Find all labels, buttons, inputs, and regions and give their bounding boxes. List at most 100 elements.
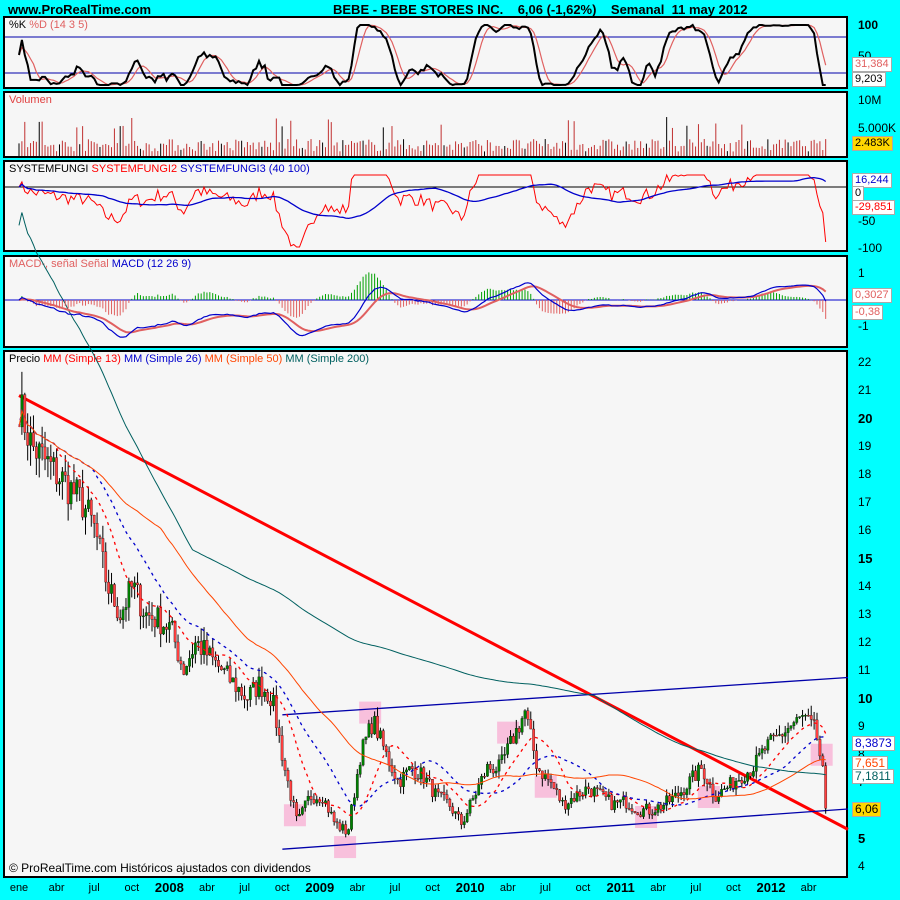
candle-body <box>734 781 738 790</box>
candle-body <box>731 777 735 790</box>
candle-body <box>700 764 703 769</box>
candle-body <box>139 584 142 617</box>
candle-body <box>728 777 732 789</box>
candle-body <box>295 802 298 817</box>
candle-body <box>243 695 246 700</box>
candle-body <box>300 807 304 815</box>
site-name[interactable]: www.ProRealTime.com <box>8 2 152 17</box>
candle-body <box>642 808 645 817</box>
candle-body <box>552 782 556 789</box>
candle-body <box>283 760 287 771</box>
candle-body <box>529 719 533 730</box>
candle-body <box>740 780 744 784</box>
candle-body <box>561 800 564 802</box>
candle-body <box>202 640 206 655</box>
candle-body <box>338 822 342 831</box>
x-tick-label: oct <box>274 882 290 894</box>
candle-body <box>671 796 674 803</box>
candle-body <box>535 750 538 769</box>
candle-body <box>344 824 348 835</box>
candle-body <box>147 612 151 616</box>
fungi-red-line <box>18 173 827 248</box>
candle-body <box>775 735 778 737</box>
price-tick: 14 <box>858 579 872 593</box>
candle-body <box>410 766 414 769</box>
candle-body <box>373 715 376 735</box>
candle-body <box>746 772 749 782</box>
candle-body <box>399 779 403 787</box>
candle-body <box>136 582 139 586</box>
candle-body <box>465 813 469 822</box>
price-legend: Precio MM (Simple 13) MM (Simple 26) MM … <box>9 353 369 365</box>
signal-line <box>18 284 827 334</box>
candle-body <box>150 615 154 620</box>
price-tick: 20 <box>858 411 873 426</box>
candle-body <box>185 666 189 675</box>
candle-body <box>422 767 426 783</box>
x-tick-label: 2010 <box>455 880 485 895</box>
x-tick-label: 2009 <box>305 880 335 895</box>
price-tick: 13 <box>858 607 872 621</box>
highlight-box <box>283 804 306 827</box>
candle-body <box>445 794 449 800</box>
candle-body <box>477 784 481 796</box>
candle-body <box>225 665 229 669</box>
candle-body <box>43 446 47 460</box>
candle-body <box>538 768 541 772</box>
candle-body <box>659 804 663 810</box>
candle-body <box>633 811 637 813</box>
candle-body <box>113 584 116 607</box>
candle-body <box>286 770 290 782</box>
trendline <box>18 394 849 831</box>
candle-body <box>246 699 249 701</box>
candle-body <box>650 813 654 816</box>
candle-body <box>220 666 223 671</box>
candle-body <box>66 475 70 505</box>
candle-body <box>578 791 582 797</box>
x-tick-label: abr <box>48 882 65 894</box>
x-tick-label: abr <box>650 882 667 894</box>
macd-legend: MACD-, señal Señal MACD (12 26 9) <box>9 258 191 270</box>
price-tick: 10 <box>858 691 873 706</box>
signal-value: -0,38 <box>852 305 884 320</box>
candle-body <box>321 802 324 804</box>
candle-body <box>101 538 105 552</box>
systemfungi-panel[interactable]: SYSTEMFUNGI SYSTEMFUNGI2 SYSTEMFUNGI3 (4… <box>3 160 848 252</box>
candle-body <box>786 728 790 733</box>
candle-body <box>468 800 472 814</box>
candle-body <box>332 811 336 822</box>
candle-body <box>165 626 168 630</box>
candle-body <box>32 432 35 447</box>
candle-body <box>584 786 588 796</box>
last-price: 6,06 (-1,62%) <box>517 2 597 17</box>
price-tick: 21 <box>858 383 872 397</box>
candle-body <box>87 499 90 509</box>
candle-body <box>656 804 660 813</box>
candle-body <box>532 728 536 751</box>
volume-tick: 10M <box>858 93 882 107</box>
fungi1-label: SYSTEMFUNGI <box>9 163 89 175</box>
candle-body <box>34 446 38 459</box>
candle-body <box>115 606 119 619</box>
candle-body <box>783 732 787 737</box>
candle-body <box>809 715 813 720</box>
candle-body <box>95 523 99 538</box>
candle-body <box>228 665 232 683</box>
candle-body <box>182 663 186 675</box>
stochastic-panel[interactable]: %K %D (14 3 5) <box>3 16 848 89</box>
x-tick-label: 2012 <box>756 880 786 895</box>
candle-body <box>676 792 680 797</box>
sma50-line <box>18 409 826 800</box>
candle-body <box>89 499 93 516</box>
x-tick-label: jul <box>88 882 100 894</box>
sma26-value: 8,3873 <box>852 736 895 751</box>
candle-body <box>162 626 165 635</box>
candle-body <box>176 641 180 661</box>
candle-body <box>439 791 443 794</box>
candle-body <box>630 808 634 812</box>
candle-body <box>266 691 270 702</box>
candle-body <box>798 716 802 718</box>
copyright-footer: © ProRealTime.com Históricos ajustados c… <box>9 861 311 875</box>
candle-body <box>705 778 709 784</box>
candle-body <box>778 734 781 736</box>
